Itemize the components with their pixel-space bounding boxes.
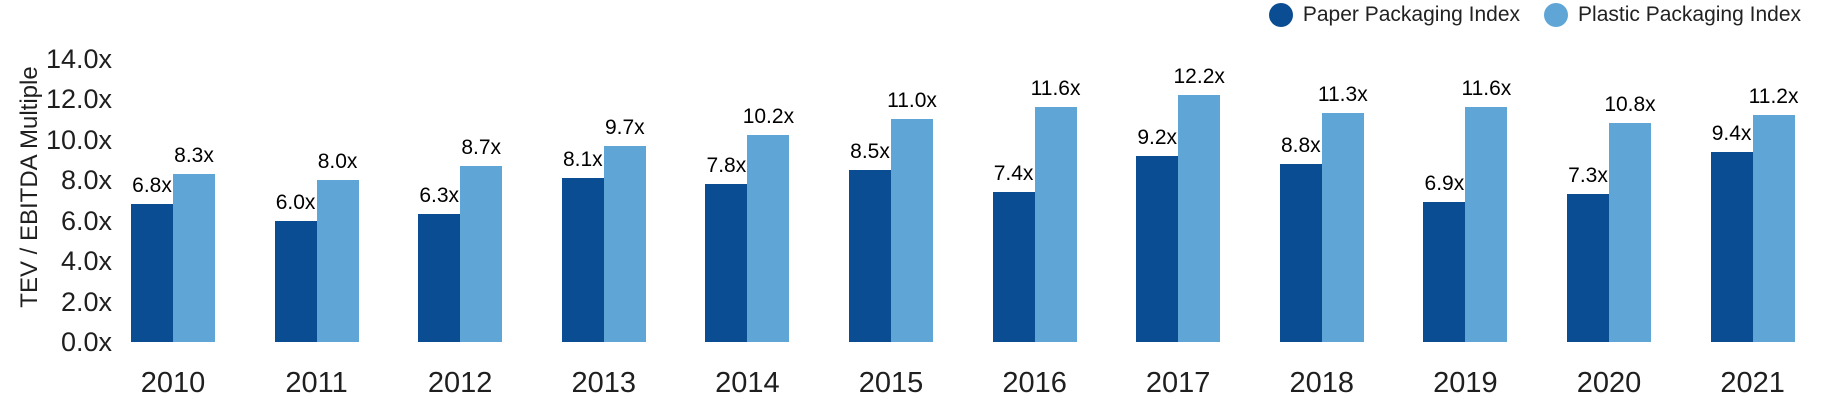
- legend-item: Paper Packaging Index: [1268, 3, 1521, 27]
- x-axis-category-label: 2016: [1002, 367, 1067, 399]
- x-axis-category-label: 2018: [1289, 367, 1355, 399]
- x-axis-category-label: 2017: [1145, 367, 1211, 399]
- plastic-index-bar-2021: [1752, 115, 1795, 342]
- y-axis-tick-label: 6.0x: [60, 205, 112, 236]
- paper-index-bar-2020: [1567, 194, 1609, 342]
- legend-label: Plastic Packaging Index: [1578, 3, 1801, 26]
- x-axis-category-label: 2013: [571, 367, 637, 399]
- y-axis-tick-label: 2.0x: [60, 286, 112, 317]
- bar-value-label: 8.7x: [461, 135, 502, 159]
- bar-value-label: 8.8x: [1280, 133, 1321, 157]
- bar-value-label: 6.0x: [275, 190, 316, 214]
- plastic-index-bar-2019: [1465, 107, 1508, 342]
- paper-index-bar-2017: [1136, 155, 1179, 342]
- legend-label: Paper Packaging Index: [1302, 3, 1521, 26]
- bar-value-label: 11.0x: [887, 89, 937, 113]
- y-axis-tick-label: 4.0x: [60, 246, 112, 276]
- plastic-index-bar-2015: [891, 119, 933, 342]
- bar-value-label: 10.8x: [1604, 93, 1656, 117]
- bar-value-label: 11.3x: [1317, 83, 1368, 107]
- plastic-index-bar-2012: [460, 165, 503, 342]
- paper-index-bar-2013: [561, 177, 604, 342]
- y-axis-tick-label: 14.0x: [45, 43, 112, 74]
- x-axis-category-label: 2012: [427, 367, 493, 399]
- x-axis-category-label: 2020: [1576, 367, 1642, 399]
- bar-value-label: 7.4x: [993, 162, 1034, 186]
- paper-index-bar-2014: [705, 184, 748, 342]
- y-axis-tick-label: 8.0x: [60, 165, 112, 195]
- bar-value-label: 8.5x: [850, 139, 890, 163]
- paper-index-bar-2021: [1710, 151, 1753, 342]
- x-axis-category-label: 2015: [858, 367, 924, 399]
- bar-value-label: 12.2x: [1173, 64, 1225, 88]
- legend-item: Plastic Packaging Index: [1544, 3, 1801, 27]
- bar-value-label: 9.4x: [1711, 121, 1752, 145]
- chart-legend: Paper Packaging Index Plastic Packaging I…: [1268, 3, 1801, 27]
- plastic-index-bar-2014: [747, 135, 790, 342]
- plastic-index-bar-2011: [316, 180, 359, 342]
- bar-value-label: 11.2x: [1748, 85, 1799, 109]
- bar-value-label: 8.3x: [174, 143, 214, 167]
- y-axis-tick-label: 10.0x: [45, 124, 112, 155]
- bar-value-label: 6.8x: [132, 174, 172, 198]
- plastic-index-bar-2016: [1034, 107, 1077, 342]
- legend-marker-circle: [1544, 3, 1569, 27]
- bar-value-label: 9.2x: [1137, 125, 1178, 149]
- paper-index-bar-2015: [849, 169, 891, 342]
- plastic-index-bar-2018: [1321, 113, 1364, 342]
- bar-value-label: 8.1x: [562, 147, 603, 171]
- bar-value-label: 6.9x: [1424, 172, 1465, 196]
- y-axis-tick-label: 12.0x: [45, 84, 112, 114]
- bar-value-label: 8.0x: [317, 150, 358, 173]
- x-axis-category-label: 2014: [715, 367, 780, 399]
- x-axis-category-label: 2019: [1433, 367, 1498, 399]
- plastic-index-bar-2017: [1178, 94, 1221, 342]
- paper-index-bar-2010: [131, 204, 173, 342]
- plastic-index-bar-2020: [1609, 123, 1651, 342]
- bar-value-label: 11.6x: [1030, 77, 1081, 101]
- x-axis-category-label: 2021: [1720, 367, 1785, 399]
- x-axis-category-label: 2010: [140, 367, 206, 399]
- paper-index-bar-2016: [992, 192, 1035, 342]
- bar-value-label: 11.6x: [1461, 77, 1512, 101]
- bar-value-label: 9.7x: [604, 115, 645, 139]
- bar-value-label: 7.8x: [706, 154, 747, 178]
- x-axis-category-label: 2011: [285, 367, 348, 399]
- bar-value-label: 7.3x: [1568, 164, 1608, 188]
- bar-value-label: 10.2x: [742, 105, 795, 129]
- paper-index-bar-2012: [418, 214, 461, 342]
- bar-value-label: 6.3x: [419, 184, 460, 208]
- paper-index-bar-2018: [1279, 163, 1322, 342]
- plastic-index-bar-2010: [173, 173, 215, 342]
- legend-marker-circle: [1268, 3, 1293, 27]
- paper-index-bar-2011: [274, 220, 317, 342]
- paper-index-bar-2019: [1423, 202, 1466, 342]
- y-axis-tick-label: 0.0x: [60, 327, 112, 357]
- plastic-index-bar-2013: [603, 145, 646, 342]
